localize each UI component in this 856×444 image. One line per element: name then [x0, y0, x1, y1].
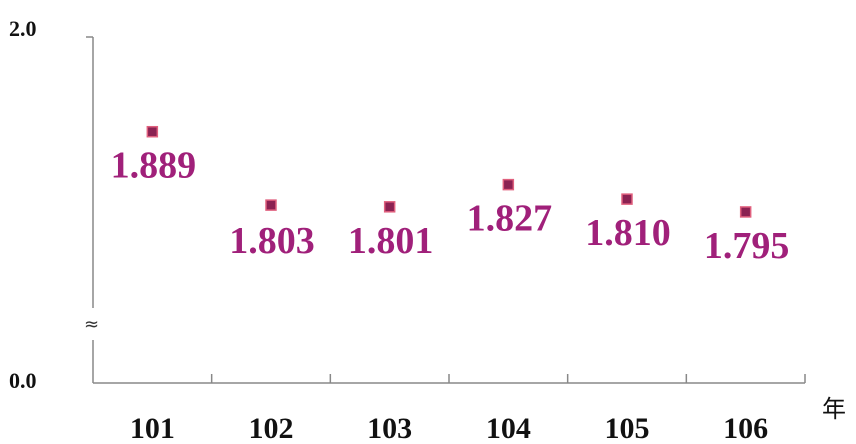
data-label: 1.801	[348, 220, 434, 262]
data-label: 1.803	[229, 220, 315, 262]
data-labels: 1.889 1.803 1.801 1.827 1.810 1.795	[111, 145, 790, 267]
data-label: 1.795	[704, 225, 790, 267]
x-tick-label: 101	[130, 412, 175, 444]
x-tick-label: 102	[249, 412, 294, 444]
data-marker	[146, 125, 159, 138]
data-marker	[265, 199, 277, 211]
x-tick-label: 106	[723, 412, 768, 444]
y-tick-label-min: 0.0	[9, 368, 37, 393]
y-tick-label-max: 2.0	[9, 16, 37, 41]
data-label: 1.810	[585, 212, 671, 254]
x-tick-label: 104	[486, 412, 531, 444]
x-tick-label: 103	[367, 412, 412, 444]
data-marker	[502, 178, 515, 191]
data-markers	[146, 125, 752, 218]
data-label: 1.889	[111, 145, 197, 187]
x-tick-label: 105	[605, 412, 650, 444]
x-axis-unit: 年	[822, 395, 846, 423]
x-ticks	[210, 374, 806, 383]
data-marker	[739, 206, 752, 218]
x-tick-labels: 101 102 103 104 105 106	[130, 412, 768, 444]
data-label: 1.827	[467, 198, 553, 240]
axis-break-symbol: ≈	[84, 314, 99, 335]
data-marker	[383, 201, 396, 213]
data-marker	[621, 193, 633, 205]
